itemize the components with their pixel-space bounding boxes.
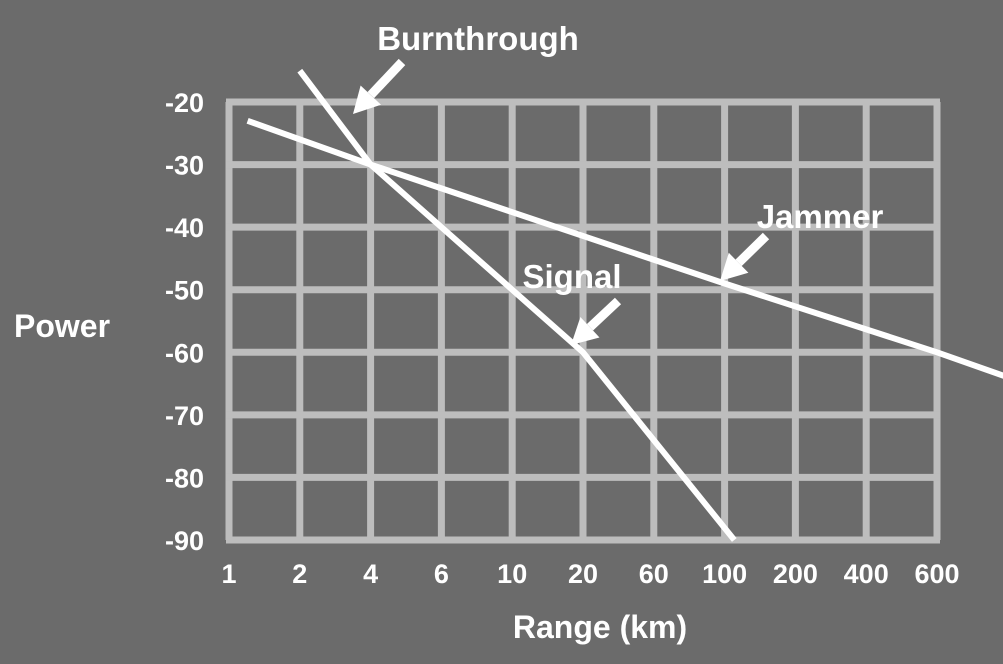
annotation-arrows <box>353 58 770 345</box>
annotation-jammer: Jammer <box>757 198 884 235</box>
annotation-burnthrough: Burnthrough <box>377 20 579 57</box>
y-axis-label: Power <box>14 308 110 344</box>
y-tick-label: -40 <box>165 213 204 243</box>
arrow-burnthrough-shaft <box>367 58 406 99</box>
annotations: Burnthrough Jammer Signal <box>377 20 883 295</box>
annotation-signal: Signal <box>522 258 621 295</box>
x-tick-label: 200 <box>773 559 818 589</box>
y-axis-ticks: -20 -30 -40 -50 -60 -70 -80 -90 <box>165 88 204 556</box>
x-tick-label: 2 <box>292 559 307 589</box>
arrow-signal-head <box>571 317 600 345</box>
y-tick-label: -90 <box>165 526 204 556</box>
y-tick-label: -80 <box>165 463 204 493</box>
y-tick-label: -20 <box>165 88 204 118</box>
arrow-signal-shaft <box>586 297 622 331</box>
x-tick-label: 6 <box>434 559 449 589</box>
y-tick-label: -60 <box>165 338 204 368</box>
grid <box>225 98 941 544</box>
x-tick-label: 20 <box>568 559 598 589</box>
x-tick-label: 100 <box>702 559 747 589</box>
x-tick-label: 600 <box>914 559 959 589</box>
y-tick-label: -50 <box>165 276 204 306</box>
arrow-jammer-shaft <box>735 232 770 267</box>
arrow-jammer-head <box>720 252 749 281</box>
series-line-jammer <box>246 117 1003 379</box>
arrow-burnthrough-head <box>353 85 381 114</box>
series-lines <box>246 68 1003 542</box>
x-tick-label: 4 <box>363 559 378 589</box>
y-tick-label: -30 <box>165 151 204 181</box>
x-axis-ticks: 1 2 4 6 10 20 60 100 200 400 600 <box>221 559 959 589</box>
x-tick-label: 60 <box>639 559 669 589</box>
x-axis-label: Range (km) <box>513 609 687 645</box>
y-tick-label: -70 <box>165 401 204 431</box>
x-tick-label: 10 <box>497 559 527 589</box>
x-tick-label: 400 <box>844 559 889 589</box>
x-tick-label: 1 <box>221 559 236 589</box>
series-line-signal <box>297 68 737 542</box>
